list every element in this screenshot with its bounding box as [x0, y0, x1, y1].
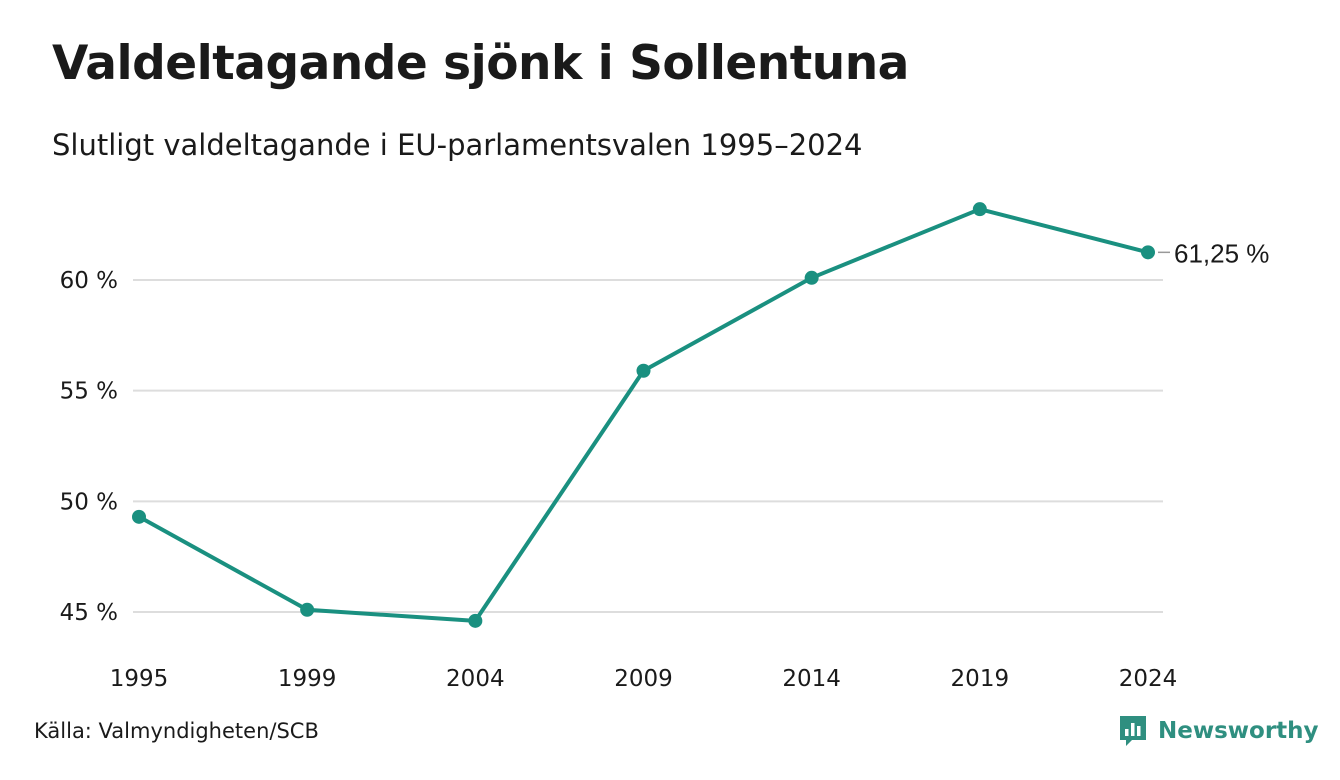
data-points — [132, 202, 1155, 628]
y-axis-tick-labels: 45 % 50 % 55 % 60 % — [60, 268, 118, 626]
newsworthy-logo-icon — [1120, 716, 1146, 746]
data-point — [468, 613, 483, 628]
x-tick-label: 2004 — [446, 666, 505, 692]
y-tick-label: 45 % — [60, 600, 118, 626]
source-note: Källa: Valmyndigheten/SCB — [34, 719, 319, 743]
x-tick-label: 1999 — [278, 666, 337, 692]
line-chart: 45 % 50 % 55 % 60 % 1995 1999 2004 2009 2014 201… — [60, 202, 1269, 692]
x-tick-label: 2009 — [614, 666, 673, 692]
data-point — [132, 509, 146, 524]
x-tick-label: 2019 — [951, 666, 1010, 692]
x-axis-tick-labels: 1995 1999 2004 2009 2014 2019 2024 — [110, 666, 1178, 692]
series-line-layer — [137, 207, 1150, 623]
x-tick-label: 2014 — [782, 666, 841, 692]
y-tick-label: 60 % — [60, 268, 118, 294]
y-tick-label: 50 % — [60, 489, 118, 515]
gridlines — [133, 279, 1163, 613]
brand-name: Newsworthy — [1158, 718, 1319, 744]
data-point — [636, 363, 651, 378]
x-tick-label: 1995 — [110, 666, 169, 692]
chart-title: Valdeltagande sjönk i Sollentuna — [52, 36, 909, 91]
end-label-layer: 61,25 % — [1158, 238, 1269, 268]
x-tick-label: 2024 — [1119, 666, 1178, 692]
data-point — [1141, 245, 1155, 260]
data-point — [300, 602, 315, 617]
series-line — [137, 207, 1150, 623]
y-tick-label: 55 % — [60, 379, 118, 405]
data-point — [804, 270, 819, 285]
brand-logo: Newsworthy — [1118, 714, 1319, 748]
end-value-label: 61,25 % — [1174, 238, 1269, 268]
data-point — [972, 202, 987, 217]
chart-subtitle: Slutligt valdeltagande i EU-parlamentsva… — [52, 128, 863, 162]
